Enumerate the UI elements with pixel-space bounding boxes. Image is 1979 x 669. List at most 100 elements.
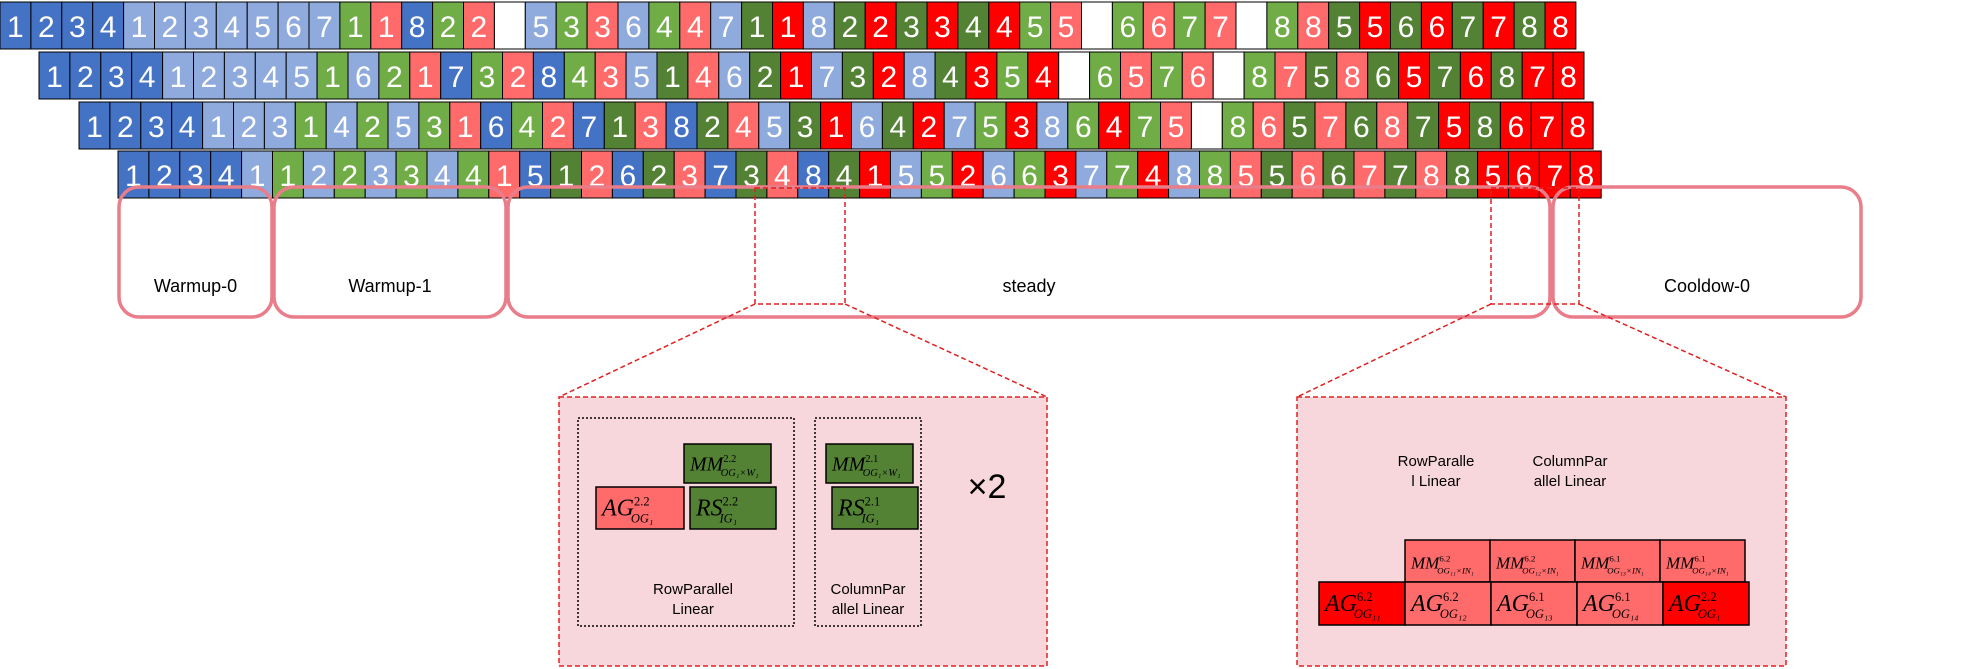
op-sup: 6.1: [1615, 590, 1631, 604]
schedule-cell: 8: [1266, 1, 1299, 50]
schedule-cell-block: [378, 51, 411, 100]
schedule-cell-block: [92, 1, 125, 50]
schedule-cell: 2: [833, 1, 866, 50]
schedule-cell-block: [550, 150, 582, 199]
schedule-cell: 1: [370, 1, 403, 50]
schedule-cell: 2: [864, 1, 897, 50]
schedule-cell: 8: [1446, 150, 1479, 199]
schedule-cell-label: 7: [1490, 11, 1507, 44]
schedule-cell: 7: [704, 150, 737, 199]
schedule-cell-label: 1: [378, 11, 395, 44]
schedule-cell-label: 2: [704, 111, 721, 144]
schedule-cell-label: 7: [1538, 111, 1555, 144]
schedule-cell-label: 6: [625, 11, 642, 44]
schedule-cell-label: 3: [743, 160, 760, 193]
op-sub: OG₁₂×IN₁: [1522, 565, 1559, 575]
schedule-cell-block: [263, 101, 296, 150]
schedule-cell-label: 1: [131, 11, 148, 44]
op-sub: OG₁₄: [1612, 607, 1639, 621]
schedule-cell-label: 2: [440, 11, 457, 44]
schedule-cell: 5: [1050, 1, 1082, 50]
schedule-cell-label: 2: [550, 111, 567, 144]
op-main: RS: [837, 496, 865, 522]
op-block: [831, 486, 919, 530]
schedule-cell: 7: [1075, 150, 1108, 199]
schedule-cell-label: 8: [1207, 160, 1224, 193]
op-sup: 6.2: [1524, 553, 1535, 563]
schedule-cell-label: 8: [1384, 111, 1401, 144]
schedule-cell-label: 2: [872, 11, 889, 44]
schedule-cell: 8: [1243, 51, 1276, 100]
schedule-cell: 3: [789, 101, 822, 150]
schedule-cell-label: 1: [46, 61, 63, 94]
op-sup: 6.1: [1694, 553, 1705, 563]
schedule-cell: 4: [828, 150, 861, 199]
row-parallel-label-line2: Linear: [672, 601, 714, 618]
schedule-cell: 6: [982, 150, 1015, 199]
schedule-cell: 8: [797, 150, 830, 199]
schedule-cell-label: 8: [1521, 11, 1538, 44]
schedule-cell-block: [996, 51, 1029, 100]
op-mm-og14: MM6.1 OG₁₄×IN₁: [1659, 539, 1746, 583]
schedule-cell-block: [457, 150, 490, 199]
op-main: AG: [1581, 591, 1615, 617]
schedule-cell-label: 8: [673, 111, 690, 144]
schedule-cell: 7: [710, 1, 743, 50]
schedule-cell-block: [1235, 1, 1268, 50]
row-parallel-label-line2: l Linear: [1411, 473, 1460, 490]
zoom-source-box-left: [754, 187, 846, 305]
schedule-cell-block: [1569, 150, 1602, 199]
schedule-cell-label: 6: [1398, 11, 1415, 44]
schedule-cell: 6: [1067, 101, 1100, 150]
schedule-cell-label: 6: [1428, 11, 1445, 44]
phase-bracket: [506, 185, 1552, 319]
schedule-cell: 5: [758, 101, 791, 150]
op-sub: IG₁: [861, 511, 880, 525]
schedule-cell-block: [617, 1, 650, 50]
schedule-cell-block: [982, 150, 1015, 199]
schedule-cell-block: [148, 150, 181, 199]
schedule-cell-block: [758, 101, 791, 150]
schedule-cell: 7: [1384, 150, 1417, 199]
schedule-cell-block: [502, 51, 534, 100]
schedule-cell-label: 1: [86, 111, 103, 144]
op-block: [595, 486, 685, 530]
op-sub: OG₁: [1698, 607, 1720, 621]
schedule-cell-block: [1446, 150, 1479, 199]
schedule-cell-block: [1336, 51, 1369, 100]
schedule-cell-block: [233, 101, 265, 150]
schedule-cell: 7: [811, 51, 843, 100]
schedule-cell-label: 7: [1212, 11, 1229, 44]
schedule-cell: 1: [202, 101, 235, 150]
schedule-cell-label: 3: [973, 61, 990, 94]
schedule-cell: 6: [718, 51, 751, 100]
schedule-cell: 3: [586, 1, 619, 50]
schedule-cell-label: 7: [1392, 160, 1409, 193]
schedule-cell-label: 5: [254, 11, 271, 44]
schedule-cell: 1: [294, 101, 327, 150]
op-sup: 6.2: [1357, 590, 1373, 604]
schedule-cell-block: [648, 1, 681, 50]
schedule-cell: 2: [463, 1, 495, 50]
schedule-cell-block: [665, 101, 698, 150]
schedule-cell-label: 7: [316, 11, 333, 44]
schedule-cell-label: 4: [139, 61, 156, 94]
schedule-cell-block: [895, 1, 928, 50]
schedule-cell-block: [679, 1, 712, 50]
schedule-cell-block: [202, 101, 235, 150]
schedule-cell-label: 7: [718, 11, 735, 44]
schedule-cell-block: [1260, 150, 1293, 199]
schedule-cell: 4: [131, 51, 164, 100]
schedule-cell: 1: [117, 150, 150, 199]
schedule-cell-label: 7: [951, 111, 968, 144]
schedule-cell: 3: [179, 150, 212, 199]
schedule-cell-block: [1283, 101, 1316, 150]
schedule-cell-label: 4: [218, 160, 235, 193]
schedule-cell-label: 1: [7, 11, 24, 44]
schedule-cell-block: [912, 101, 945, 150]
schedule-cell: 8: [1415, 150, 1448, 199]
schedule-cell-block: [1353, 150, 1386, 199]
op-rs-ig1-row: RS2.2 IG₁: [689, 486, 777, 530]
op-main: RS: [695, 496, 723, 522]
